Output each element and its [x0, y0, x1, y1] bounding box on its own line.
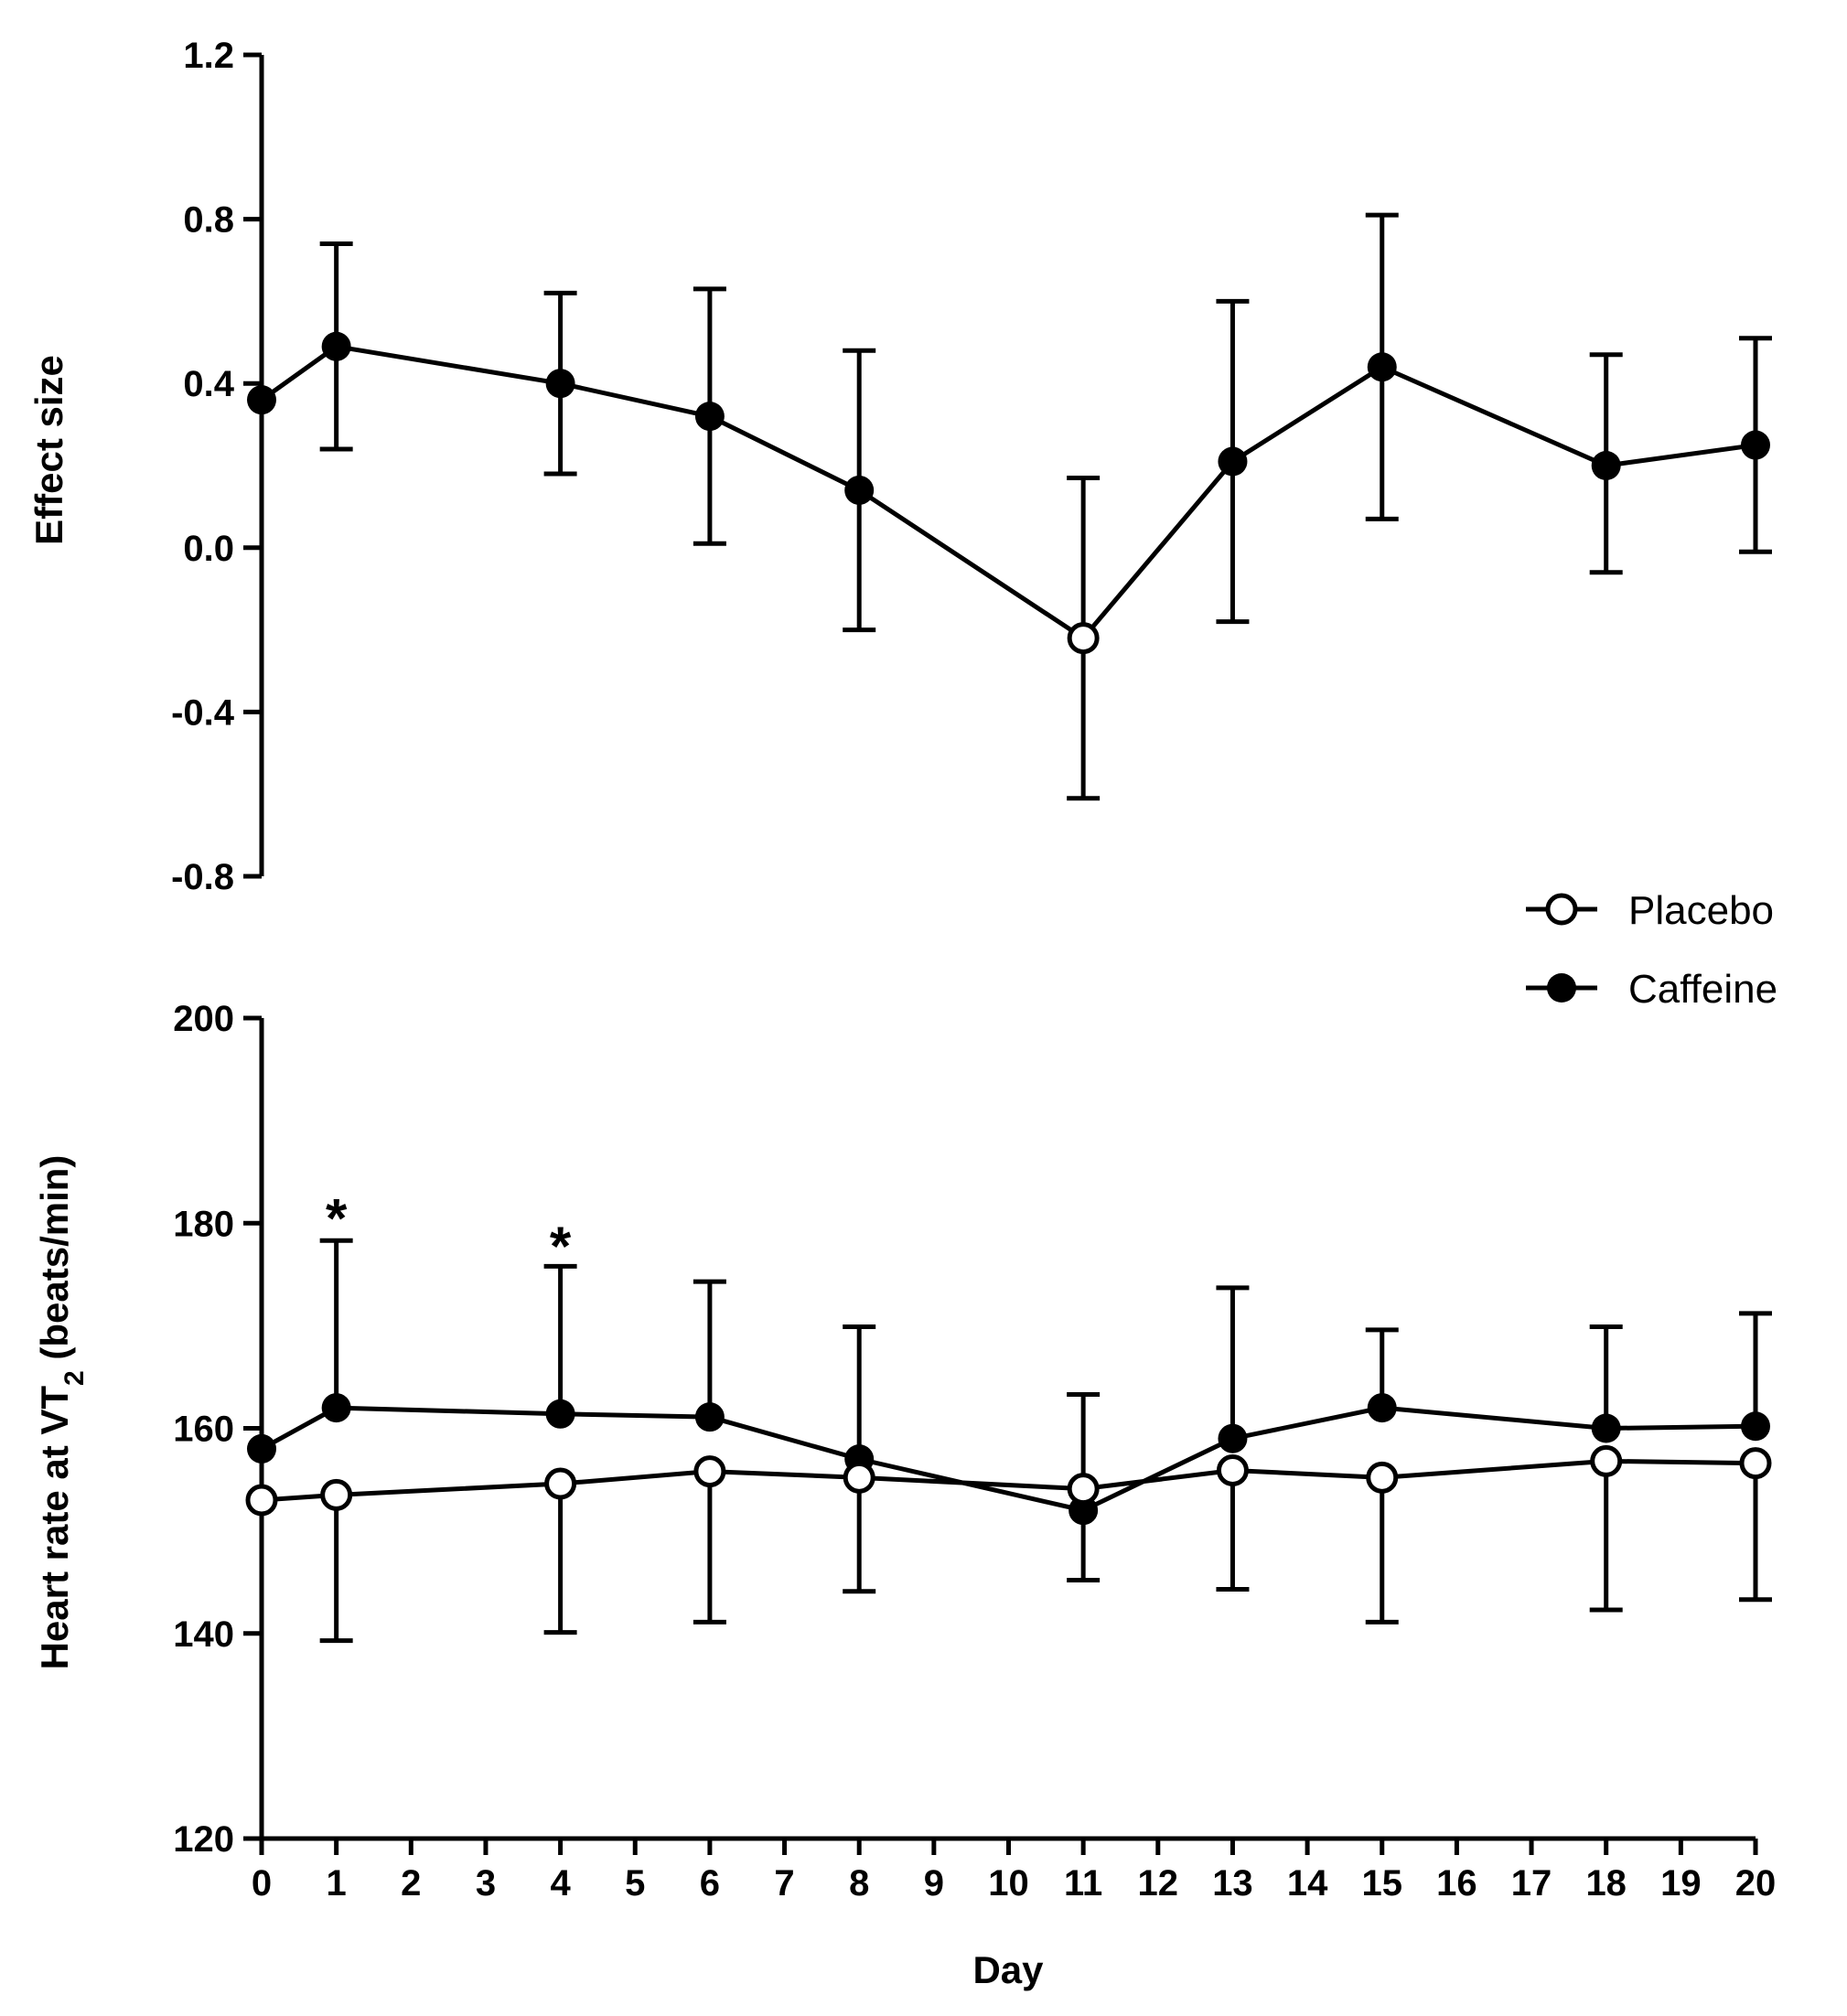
placebo-point — [1590, 1444, 1623, 1477]
heart-rate-y-tick-label: 200 — [173, 999, 234, 1039]
effect-size-y-tick-label: 0.4 — [183, 364, 234, 404]
caffeine-point — [694, 1402, 725, 1432]
x-tick-label: 15 — [1362, 1863, 1403, 1903]
effect-size-point — [545, 369, 575, 399]
x-tick-label: 0 — [252, 1863, 272, 1903]
caffeine-point — [247, 1433, 276, 1464]
heart-rate-axis-title-subscript: 2 — [59, 1370, 90, 1386]
legend-placebo-label: Placebo — [1628, 888, 1774, 933]
effect-size-point — [694, 402, 725, 432]
significance-annotations: * * — [326, 1188, 572, 1277]
effect-size-markers — [247, 331, 1770, 655]
caffeine-series-line — [260, 1405, 1756, 1513]
placebo-point — [1067, 1473, 1100, 1506]
placebo-point — [1739, 1447, 1772, 1480]
x-tick-label: 10 — [988, 1863, 1029, 1903]
effect-size-point — [1591, 451, 1621, 480]
heart-rate-y-tick-label: 180 — [173, 1204, 234, 1244]
placebo-point — [693, 1455, 726, 1488]
x-tick-label: 4 — [550, 1863, 571, 1903]
caffeine-point — [1218, 1423, 1248, 1453]
placebo-point — [843, 1461, 875, 1494]
placebo-series-line — [261, 1458, 1756, 1503]
effect-size-point — [1367, 352, 1397, 382]
heart-rate-axis-title-unit: (beats/min) — [33, 1155, 76, 1371]
heart-rate-lines — [260, 1405, 1756, 1513]
effect-size-y-tick-label: -0.8 — [171, 857, 234, 897]
x-tick-label: 6 — [700, 1863, 720, 1903]
heart-rate-axis-title-main: Heart rate at VT — [33, 1386, 76, 1670]
legend: Placebo Caffeine — [1526, 888, 1777, 1012]
effect-size-axis-title: Effect size — [27, 355, 70, 545]
effect-size-line — [260, 344, 1756, 641]
effect-size-point — [844, 475, 875, 505]
effect-size-y-tick-label: 0.0 — [183, 529, 234, 569]
x-tick-label: 11 — [1064, 1863, 1102, 1903]
legend-caffeine: Caffeine — [1526, 967, 1777, 1012]
caffeine-point — [1367, 1393, 1397, 1423]
caffeine-point — [1741, 1411, 1770, 1442]
x-tick-label: 17 — [1511, 1863, 1552, 1903]
significance-star: * — [550, 1216, 572, 1277]
effect-size-point — [1741, 430, 1770, 460]
placebo-point — [245, 1484, 278, 1517]
heart-rate-y-tick-label: 140 — [173, 1614, 234, 1655]
x-tick-label: 16 — [1436, 1863, 1477, 1903]
caffeine-point — [1591, 1413, 1621, 1443]
x-tick-label: 12 — [1138, 1863, 1179, 1903]
effect-size-series-line — [260, 344, 1756, 641]
heart-rate-error-bars — [319, 1238, 1772, 1644]
effect-size-y-tick-label: -0.4 — [171, 692, 235, 733]
caffeine-point — [321, 1393, 351, 1423]
effect-size-point — [1218, 446, 1248, 477]
legend-placebo: Placebo — [1526, 888, 1774, 933]
effect-size-point — [321, 331, 351, 361]
x-tick-label: 13 — [1212, 1863, 1253, 1903]
caffeine-point — [545, 1399, 575, 1429]
x-tick-label: 20 — [1735, 1863, 1777, 1903]
placebo-point — [544, 1467, 577, 1500]
effect-size-panel: 1.2 0.8 0.4 0.0 -0.4 -0.8 Effect size — [27, 36, 1772, 897]
legend-placebo-marker — [1545, 893, 1578, 926]
x-tick-label: 1 — [327, 1863, 347, 1903]
x-axis-title: Day — [972, 1948, 1044, 1991]
effect-size-y-tick-label: 1.2 — [183, 36, 234, 76]
placebo-point — [320, 1478, 353, 1511]
placebo-point — [1216, 1453, 1249, 1486]
legend-caffeine-marker — [1547, 973, 1576, 1003]
x-tick-label: 14 — [1287, 1863, 1328, 1903]
x-tick-label: 7 — [774, 1863, 794, 1903]
x-tick-label: 8 — [849, 1863, 869, 1903]
effect-size-axes: 1.2 0.8 0.4 0.0 -0.4 -0.8 — [171, 36, 264, 897]
effect-size-point — [247, 385, 276, 415]
effect-size-y-tick-label: 0.8 — [183, 200, 234, 241]
x-tick-label: 19 — [1660, 1863, 1702, 1903]
heart-rate-markers — [245, 1393, 1772, 1526]
x-tick-label: 2 — [401, 1863, 421, 1903]
effect-size-error-bars — [319, 212, 1772, 801]
legend-caffeine-label: Caffeine — [1628, 967, 1777, 1012]
x-tick-label: 18 — [1585, 1863, 1627, 1903]
heart-rate-y-tick-label: 160 — [173, 1410, 234, 1450]
placebo-point — [1366, 1461, 1399, 1494]
heart-rate-axis-title: Heart rate at VT2 (beats/min) — [33, 1155, 90, 1670]
x-tick-label: 9 — [924, 1863, 944, 1903]
heart-rate-y-tick-label: 120 — [173, 1819, 234, 1860]
x-tick-label: 3 — [476, 1863, 496, 1903]
x-tick-label: 5 — [625, 1863, 645, 1903]
effect-size-point-open — [1067, 622, 1100, 655]
significance-star: * — [326, 1188, 348, 1249]
